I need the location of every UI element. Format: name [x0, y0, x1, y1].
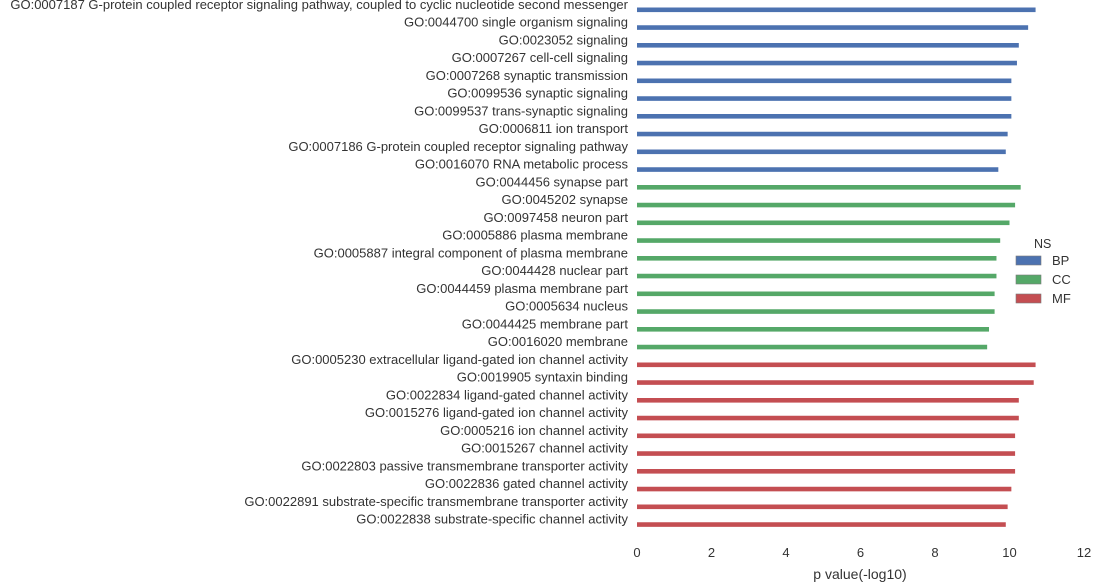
- category-label: GO:0099536 synaptic signaling: [447, 86, 628, 101]
- bar-mf: [637, 469, 1016, 474]
- x-tick-label: 0: [633, 545, 640, 560]
- legend-label-bp: BP: [1052, 253, 1069, 268]
- category-label: GO:0097458 neuron part: [483, 210, 628, 225]
- category-label: GO:0005216 ion channel activity: [440, 423, 628, 438]
- category-label: GO:0022836 gated channel activity: [425, 476, 629, 491]
- x-tick-label: 4: [782, 545, 789, 560]
- category-label: GO:0015267 channel activity: [461, 441, 628, 456]
- x-tick-label: 12: [1077, 545, 1091, 560]
- category-label: GO:0016070 RNA metabolic process: [415, 157, 629, 172]
- legend-label-mf: MF: [1052, 291, 1071, 306]
- category-label: GO:0044700 single organism signaling: [404, 15, 628, 30]
- bar-cc: [637, 238, 1001, 243]
- category-label: GO:0044428 nuclear part: [481, 263, 628, 278]
- bar-mf: [637, 380, 1034, 385]
- bar-cc: [637, 256, 997, 261]
- category-label: GO:0022803 passive transmembrane transpo…: [301, 458, 628, 473]
- x-tick-label: 10: [1002, 545, 1016, 560]
- bar-cc: [637, 327, 990, 332]
- bar-mf: [637, 433, 1016, 439]
- x-axis-title: p value(-log10): [813, 566, 906, 582]
- x-tick-label: 8: [931, 545, 938, 560]
- bar-cc: [637, 344, 988, 350]
- category-label: GO:0015276 ligand-gated ion channel acti…: [365, 405, 629, 420]
- category-label: GO:0023052 signaling: [499, 32, 628, 47]
- category-label: GO:0005230 extracellular ligand-gated io…: [291, 352, 628, 367]
- legend-swatch-bp: [1015, 255, 1042, 266]
- bar-bp: [637, 7, 1036, 13]
- category-label: GO:0005887 integral component of plasma …: [314, 245, 628, 260]
- bar-mf: [637, 486, 1012, 492]
- category-labels: GO:0007187 G-protein coupled receptor si…: [10, 0, 628, 527]
- bar-cc: [637, 202, 1016, 208]
- legend-swatch-cc: [1015, 274, 1042, 285]
- bar-mf: [637, 362, 1036, 368]
- bar-cc: [637, 309, 995, 314]
- category-label: GO:0099537 trans-synaptic signaling: [414, 103, 628, 118]
- x-tick-label: 2: [708, 545, 715, 560]
- category-label: GO:0007186 G-protein coupled receptor si…: [288, 139, 628, 154]
- bar-bp: [637, 167, 999, 172]
- category-label: GO:0044459 plasma membrane part: [416, 281, 628, 296]
- x-tick-label: 6: [857, 545, 864, 560]
- x-axis: p value(-log10) 0 2 4 6 8 10 12: [633, 545, 1091, 582]
- legend-swatch-mf: [1015, 293, 1042, 304]
- bar-mf: [637, 451, 1016, 456]
- bar-bp: [637, 149, 1006, 155]
- category-label: GO:0019905 syntaxin binding: [457, 370, 628, 385]
- bar-mf: [637, 415, 1019, 421]
- legend: NS BP CC MF: [1015, 237, 1071, 306]
- category-label: GO:0044425 membrane part: [462, 316, 629, 331]
- category-label: GO:0022838 substrate-specific channel ac…: [356, 512, 628, 527]
- category-label: GO:0007268 synaptic transmission: [426, 68, 628, 83]
- category-label: GO:0045202 synapse: [502, 192, 628, 207]
- category-label: GO:0005634 nucleus: [505, 299, 628, 314]
- bar-mf: [637, 522, 1006, 527]
- bar-bp: [637, 96, 1012, 101]
- bar-cc: [637, 291, 995, 297]
- bar-cc: [637, 273, 997, 279]
- category-label: GO:0007187 G-protein coupled receptor si…: [10, 0, 628, 12]
- bar-cc: [637, 220, 1010, 226]
- bar-bp: [637, 43, 1019, 48]
- bar-bp: [637, 114, 1012, 119]
- category-label: GO:0005886 plasma membrane: [442, 228, 628, 243]
- category-label: GO:0006811 ion transport: [479, 121, 629, 136]
- bar-bp: [637, 25, 1029, 30]
- bar-cc: [637, 185, 1021, 190]
- category-label: GO:0007267 cell-cell signaling: [452, 50, 628, 65]
- legend-label-cc: CC: [1052, 272, 1071, 287]
- category-label: GO:0022891 substrate-specific transmembr…: [244, 494, 628, 509]
- bar-bp: [637, 131, 1008, 137]
- bar-bp: [637, 60, 1017, 66]
- category-label: GO:0016020 membrane: [488, 334, 628, 349]
- bar-mf: [637, 504, 1008, 510]
- bar-bp: [637, 78, 1012, 84]
- bars: [637, 7, 1036, 527]
- bar-mf: [637, 398, 1019, 403]
- category-label: GO:0022834 ligand-gated channel activity: [386, 387, 629, 402]
- legend-title: NS: [1034, 237, 1051, 251]
- category-label: GO:0044456 synapse part: [476, 174, 629, 189]
